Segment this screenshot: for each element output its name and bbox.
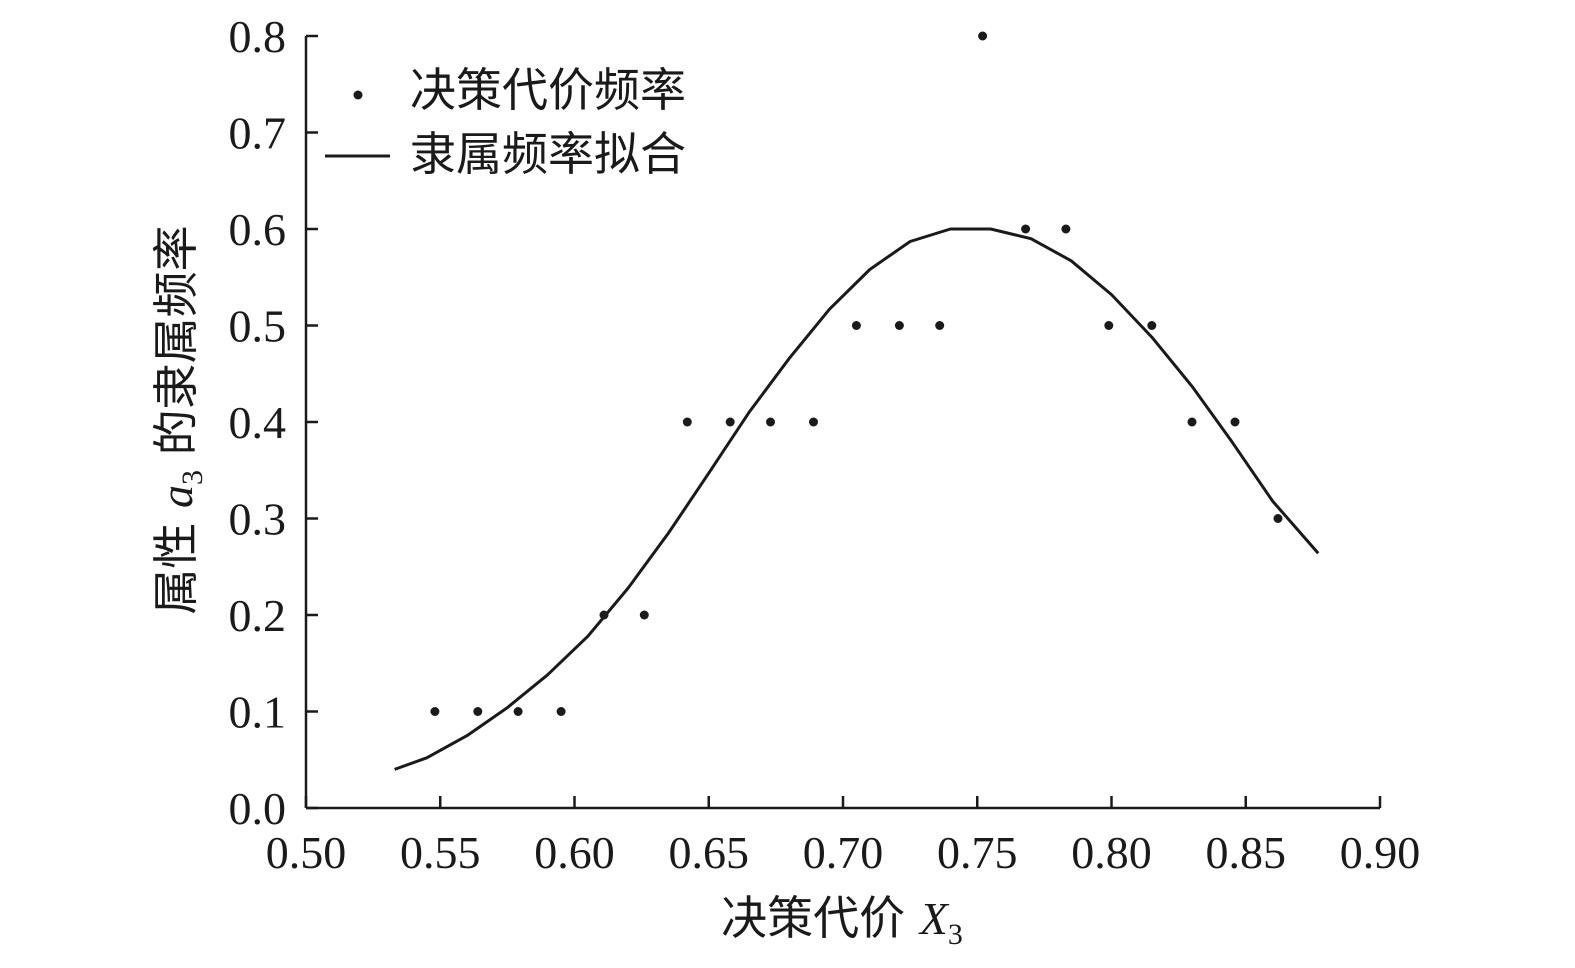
data-point	[1273, 514, 1283, 523]
y-tick-label: 0.3	[229, 494, 287, 545]
legend: 决策代价频率 隶属频率拟合	[325, 63, 686, 181]
x-tick-label: 0.50	[266, 827, 347, 878]
data-point	[978, 31, 988, 41]
data-point	[1147, 321, 1157, 330]
fit-line-layer	[394, 227, 1320, 771]
data-point	[935, 321, 945, 330]
data-point	[513, 707, 523, 716]
x-tick-label: 0.85	[1206, 827, 1287, 878]
y-tick-label: 0.2	[229, 590, 287, 641]
legend-label-points: 决策代价频率	[410, 63, 686, 117]
y-tick-label: 0.1	[229, 687, 287, 738]
data-point	[1187, 417, 1197, 427]
data-point	[556, 707, 566, 716]
y-tick-label: 0.4	[229, 397, 287, 448]
x-tick-label: 0.90	[1340, 827, 1421, 878]
data-point	[1230, 417, 1240, 427]
y-axis-title: 属性 a3 的隶属频率	[149, 225, 209, 614]
x-axis-title: 决策代价 X3	[721, 891, 963, 951]
x-tick-label: 0.70	[803, 827, 884, 878]
y-tick-label: 0.8	[229, 11, 287, 62]
data-point	[682, 417, 692, 427]
legend-label-line: 隶属频率拟合	[410, 127, 686, 181]
data-point	[1104, 321, 1114, 330]
fit-curve	[394, 227, 1320, 771]
data-point	[725, 417, 735, 427]
x-tick-label: 0.60	[534, 827, 615, 878]
data-point	[894, 321, 904, 330]
y-tick-label: 0.6	[229, 204, 287, 255]
data-point	[430, 707, 440, 716]
data-point	[599, 610, 609, 620]
axes: 0.50 0.55 0.60 0.65 0.70 0.75 0.80 0.85 0.90 0.0 0…	[229, 11, 1421, 878]
data-point	[809, 417, 818, 427]
data-point	[1061, 224, 1071, 234]
x-tick-label: 0.65	[669, 827, 750, 878]
data-point	[639, 610, 649, 620]
y-tick-label: 0.7	[229, 108, 287, 159]
x-tick-label: 0.55	[400, 827, 481, 878]
x-tick-label: 0.80	[1071, 827, 1152, 878]
points-layer	[430, 31, 1283, 716]
data-point	[851, 321, 861, 330]
y-tick-label: 0.5	[229, 301, 287, 352]
legend-marker-points	[353, 90, 363, 100]
x-tick-label: 0.75	[937, 827, 1018, 878]
data-point	[1021, 224, 1031, 234]
data-point	[766, 417, 775, 427]
data-point	[473, 707, 483, 716]
y-tick-label: 0.0	[229, 783, 287, 834]
